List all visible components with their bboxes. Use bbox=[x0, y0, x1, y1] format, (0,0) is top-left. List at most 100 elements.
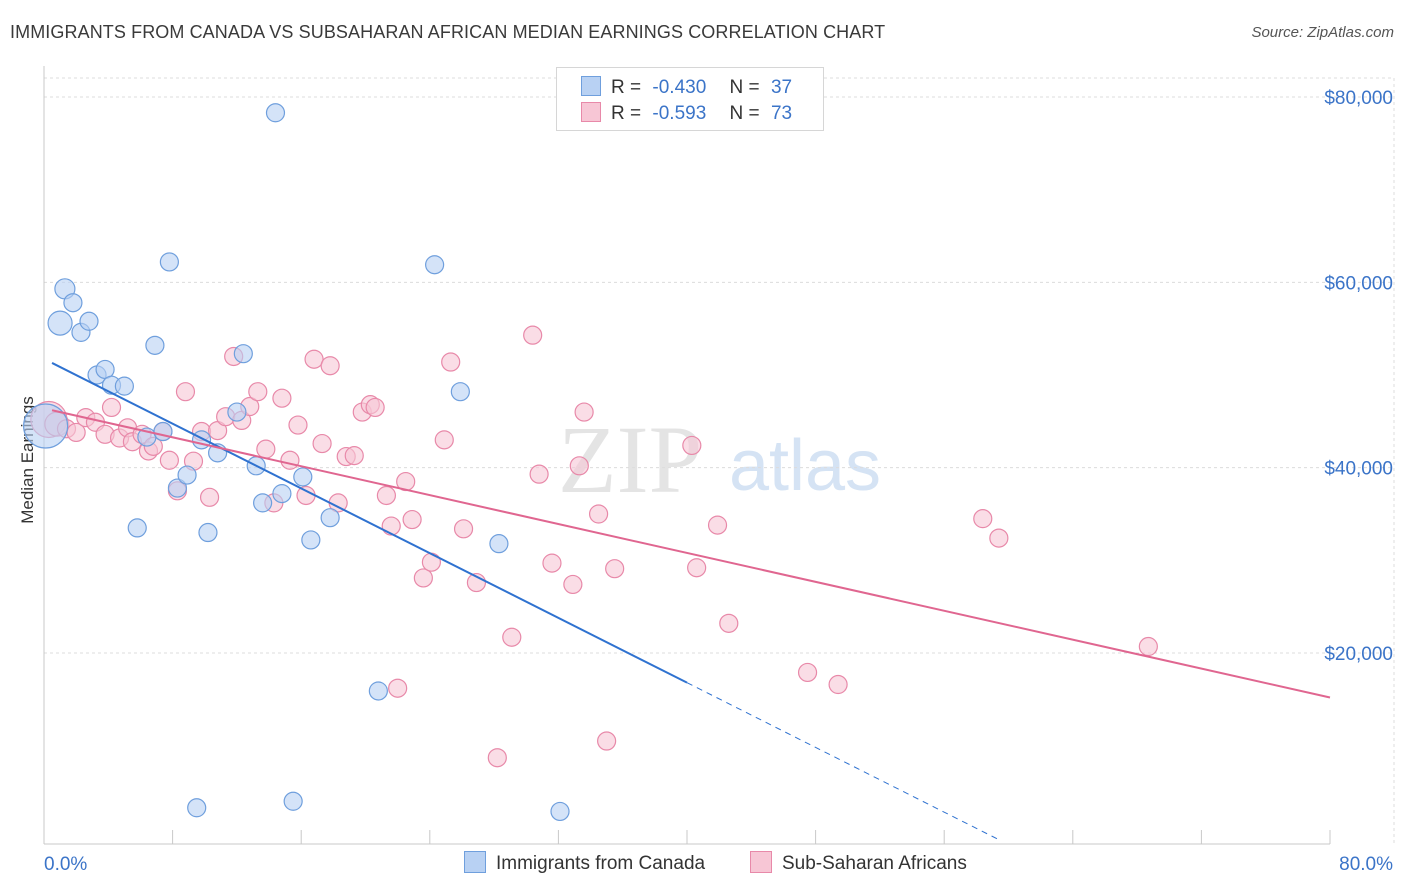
data-point bbox=[272, 484, 292, 504]
data-point bbox=[973, 509, 993, 529]
pink-swatch-icon bbox=[750, 851, 772, 873]
chart-title: IMMIGRANTS FROM CANADA VS SUBSAHARAN AFR… bbox=[10, 22, 886, 42]
y-tick-label: $60,000 bbox=[1324, 273, 1393, 294]
data-point bbox=[288, 415, 308, 435]
data-point bbox=[574, 402, 594, 422]
data-point bbox=[797, 662, 818, 683]
data-point bbox=[187, 798, 207, 818]
data-point bbox=[489, 534, 509, 554]
data-point bbox=[550, 801, 570, 822]
series-immigrants-from-canada bbox=[23, 103, 570, 822]
data-point bbox=[248, 382, 268, 402]
legend-n-label: N = bbox=[729, 103, 760, 124]
x-tick-label: 0.0% bbox=[44, 854, 87, 875]
data-point bbox=[227, 402, 247, 422]
trend-lines bbox=[51, 362, 1331, 840]
data-point bbox=[175, 382, 196, 402]
trend-line-canada bbox=[51, 362, 688, 684]
data-point bbox=[563, 574, 583, 595]
data-point bbox=[989, 528, 1009, 548]
data-point bbox=[114, 376, 134, 396]
legend-r-value: -0.593 bbox=[652, 103, 707, 124]
data-point bbox=[402, 509, 422, 530]
series-sub-saharan-africans bbox=[30, 325, 1158, 768]
data-point bbox=[597, 731, 617, 751]
data-point bbox=[441, 352, 461, 372]
legend-row-subsaharan: R = -0.593 N = 73 bbox=[581, 102, 792, 126]
zipatlas-watermark: ZIP atlas bbox=[558, 406, 881, 513]
data-point bbox=[605, 559, 625, 579]
data-point bbox=[682, 435, 702, 456]
x-tick-label: 80.0% bbox=[1339, 854, 1393, 875]
data-point bbox=[293, 467, 313, 487]
data-point bbox=[177, 465, 197, 485]
y-tick-label: $80,000 bbox=[1324, 88, 1393, 109]
data-point bbox=[365, 397, 385, 418]
blue-swatch-icon bbox=[581, 76, 601, 96]
bottom-legend-subsaharan: Sub-Saharan Africans bbox=[750, 851, 967, 875]
data-point bbox=[344, 446, 364, 466]
data-point bbox=[253, 493, 273, 513]
data-point bbox=[256, 439, 276, 459]
data-point bbox=[63, 293, 83, 313]
data-point bbox=[145, 335, 165, 355]
legend-row-canada: R = -0.430 N = 37 bbox=[581, 76, 792, 100]
axes bbox=[43, 66, 1331, 845]
legend-n-value: 37 bbox=[770, 77, 793, 98]
data-point bbox=[283, 791, 303, 811]
data-point bbox=[687, 558, 707, 578]
trend-line-subsaharan bbox=[51, 409, 1331, 699]
y-tick-label: $40,000 bbox=[1324, 459, 1393, 480]
data-point bbox=[199, 487, 220, 507]
legend-r-label: R = bbox=[611, 103, 642, 124]
legend-n-label: N = bbox=[729, 77, 760, 98]
source-label: Source: ZipAtlas.com bbox=[1251, 24, 1394, 41]
data-point bbox=[272, 388, 292, 408]
data-point bbox=[707, 515, 728, 535]
data-point bbox=[529, 464, 549, 484]
watermark-atlas: atlas bbox=[729, 426, 881, 506]
data-point bbox=[320, 356, 340, 376]
data-point bbox=[381, 516, 401, 536]
data-point bbox=[265, 103, 286, 123]
data-point bbox=[368, 681, 388, 701]
legend-r-value: -0.430 bbox=[652, 77, 707, 98]
legend-n-value: 73 bbox=[770, 103, 793, 124]
tick-labels: $20,000 $40,000 $60,000 $80,000 0.0% 80.0% bbox=[44, 88, 1393, 875]
data-point bbox=[588, 504, 609, 524]
data-point bbox=[425, 255, 445, 275]
data-point bbox=[304, 349, 324, 369]
data-point bbox=[101, 397, 122, 418]
legend-r-label: R = bbox=[611, 77, 642, 98]
data-point bbox=[450, 382, 470, 402]
blue-swatch-icon bbox=[464, 851, 486, 873]
data-point bbox=[413, 568, 433, 588]
pink-swatch-icon bbox=[581, 102, 601, 122]
data-point bbox=[828, 674, 848, 695]
data-point bbox=[1138, 636, 1158, 657]
data-point bbox=[312, 433, 332, 454]
bottom-legend-label: Sub-Saharan Africans bbox=[782, 853, 967, 874]
y-tick-label: $20,000 bbox=[1324, 644, 1393, 665]
data-point bbox=[719, 613, 739, 633]
data-point bbox=[79, 311, 99, 331]
data-point bbox=[388, 678, 408, 698]
data-point bbox=[198, 522, 218, 543]
data-point bbox=[453, 519, 474, 539]
data-point bbox=[23, 403, 69, 449]
bottom-legend-label: Immigrants from Canada bbox=[496, 853, 706, 874]
data-point bbox=[296, 485, 316, 506]
correlation-legend: R = -0.430 N = 37 R = -0.593 N = 73 bbox=[556, 67, 824, 131]
data-point bbox=[569, 456, 589, 476]
data-point bbox=[434, 430, 454, 450]
data-point bbox=[167, 478, 188, 498]
data-point bbox=[127, 518, 147, 538]
data-point bbox=[421, 552, 442, 572]
data-point bbox=[320, 508, 340, 528]
data-point bbox=[280, 450, 300, 470]
data-point bbox=[301, 530, 321, 550]
data-point bbox=[153, 421, 173, 442]
bottom-legend-canada: Immigrants from Canada bbox=[464, 851, 705, 875]
data-point bbox=[233, 344, 253, 364]
